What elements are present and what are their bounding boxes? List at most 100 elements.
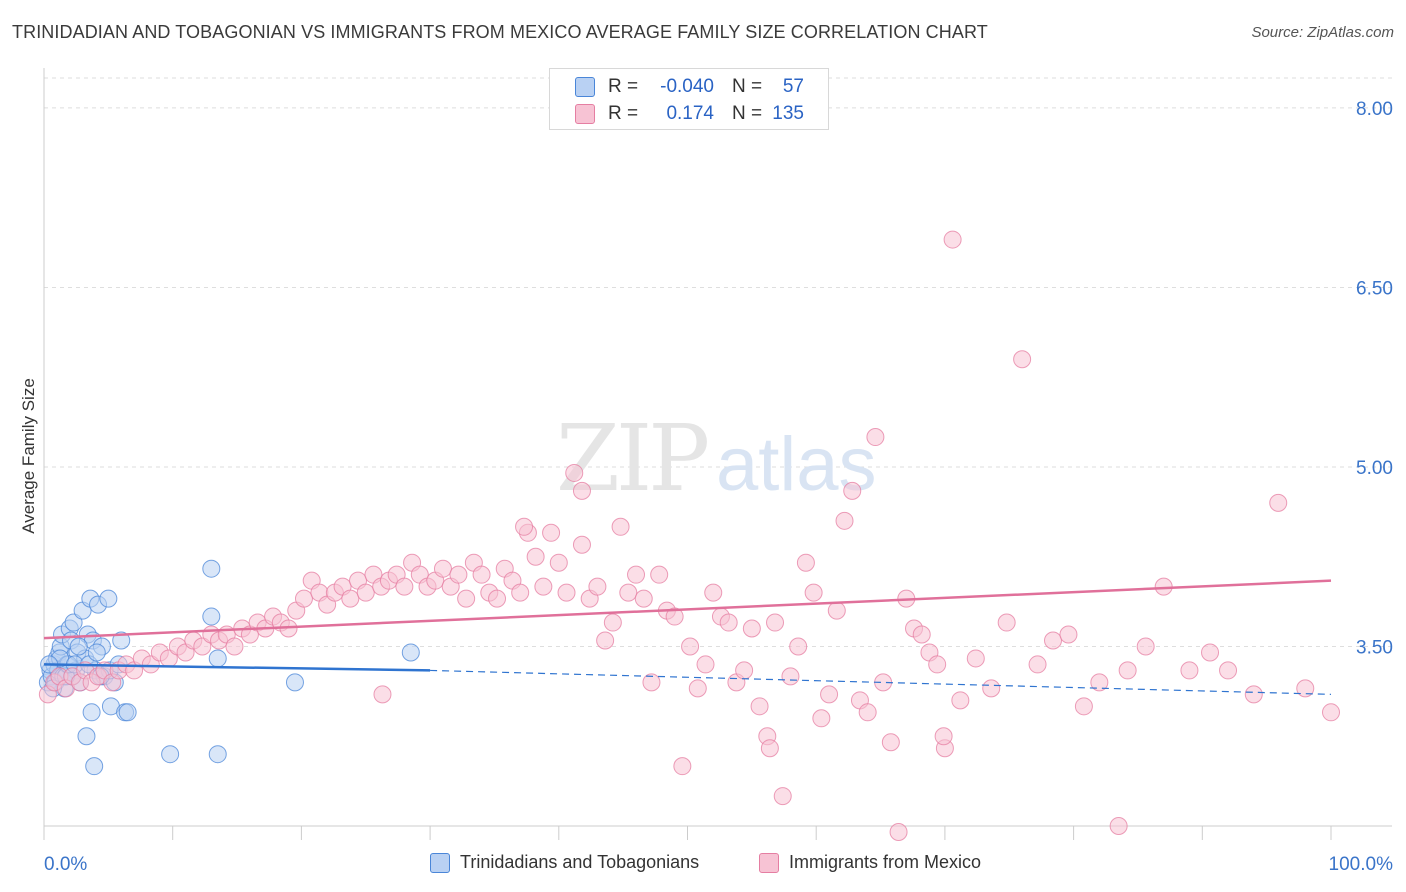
point-mexico — [611, 517, 630, 536]
point-trinidadian — [285, 673, 304, 692]
y-tick-label: 8.00 — [1356, 99, 1393, 120]
point-mexico — [588, 577, 607, 596]
legend-label: Immigrants from Mexico — [789, 852, 982, 872]
point-mexico — [395, 577, 414, 596]
point-mexico — [1296, 679, 1315, 698]
y-tick-label: 6.50 — [1356, 278, 1393, 299]
n-value: 135 — [772, 103, 804, 124]
point-mexico — [804, 583, 823, 602]
point-mexico — [735, 661, 754, 680]
point-mexico — [225, 637, 244, 656]
point-mexico — [773, 787, 792, 806]
point-mexico — [1059, 625, 1078, 644]
point-trinidadian — [118, 703, 137, 722]
point-trinidadian — [161, 745, 180, 764]
point-mexico — [681, 637, 700, 656]
point-mexico — [488, 589, 507, 608]
point-mexico — [928, 655, 947, 674]
point-mexico — [760, 739, 779, 758]
point-mexico — [572, 535, 591, 554]
n-label: N = — [732, 103, 763, 124]
point-trinidadian — [99, 589, 118, 608]
point-mexico — [781, 667, 800, 686]
point-mexico — [373, 685, 392, 704]
point-mexico — [665, 607, 684, 626]
point-mexico — [1074, 697, 1093, 716]
point-mexico — [619, 583, 638, 602]
point-mexico — [704, 583, 723, 602]
point-mexico — [1136, 637, 1155, 656]
point-mexico — [1244, 685, 1263, 704]
r-label: R = — [608, 103, 639, 124]
data-points — [38, 230, 1340, 841]
point-mexico — [193, 637, 212, 656]
point-trinidadian — [77, 727, 96, 746]
point-mexico — [881, 733, 900, 752]
legend-item-mexico[interactable]: Immigrants from Mexico — [759, 852, 981, 873]
legend-item-trinidadians[interactable]: Trinidadians and Tobagonians — [430, 852, 699, 873]
point-mexico — [642, 673, 661, 692]
point-trinidadian — [85, 757, 104, 776]
point-mexico — [866, 428, 885, 447]
point-trinidadian — [208, 745, 227, 764]
pink-swatch — [575, 104, 595, 124]
point-mexico — [1109, 817, 1128, 835]
point-mexico — [549, 553, 568, 572]
point-mexico — [449, 565, 468, 584]
point-mexico — [827, 601, 846, 620]
x-tick-label-max: 100.0% — [1329, 854, 1394, 875]
point-mexico — [534, 577, 553, 596]
point-mexico — [457, 589, 476, 608]
point-trinidadian — [208, 649, 227, 668]
trend-lines — [43, 579, 1332, 695]
point-mexico — [696, 655, 715, 674]
point-mexico — [673, 757, 692, 776]
n-label: N = — [732, 76, 763, 97]
point-mexico — [966, 649, 985, 668]
point-mexico — [889, 822, 908, 841]
point-mexico — [472, 565, 491, 584]
point-mexico — [433, 559, 452, 578]
blue-swatch — [575, 77, 595, 97]
point-mexico — [634, 589, 653, 608]
point-mexico — [542, 523, 561, 542]
point-mexico — [557, 583, 576, 602]
point-mexico — [1201, 643, 1220, 662]
point-mexico — [858, 703, 877, 722]
point-mexico — [526, 547, 545, 566]
point-trinidadian — [401, 643, 420, 662]
point-mexico — [341, 589, 360, 608]
chart-title: TRINIDADIAN AND TOBAGONIAN VS IMMIGRANTS… — [12, 22, 988, 42]
point-mexico — [843, 481, 862, 500]
point-mexico — [820, 685, 839, 704]
stat-row-blue: R = -0.040 N = 57 — [550, 73, 830, 99]
point-mexico — [627, 565, 646, 584]
point-mexico — [934, 727, 953, 746]
point-mexico — [565, 463, 584, 482]
point-trinidadian — [64, 613, 83, 632]
stat-row-pink: R = 0.174 N = 135 — [550, 100, 830, 126]
point-trinidadian — [202, 607, 221, 626]
legend-label: Trinidadians and Tobagonians — [460, 852, 700, 872]
n-value: 57 — [782, 76, 804, 97]
point-mexico — [835, 511, 854, 530]
point-mexico — [141, 655, 160, 674]
point-mexico — [912, 625, 931, 644]
point-trinidadian — [82, 703, 101, 722]
point-mexico — [766, 613, 785, 632]
point-mexico — [812, 709, 831, 728]
r-label: R = — [608, 76, 639, 97]
point-mexico — [1013, 350, 1032, 369]
point-mexico — [596, 631, 615, 650]
trend-line-trinidadian — [43, 663, 431, 672]
point-mexico — [951, 691, 970, 710]
point-mexico — [982, 679, 1001, 698]
point-trinidadian — [69, 637, 88, 656]
point-mexico — [1044, 631, 1063, 650]
point-mexico — [1180, 661, 1199, 680]
y-axis-label: Average Family Size — [19, 378, 38, 534]
r-value: -0.040 — [660, 76, 714, 97]
point-mexico — [742, 619, 761, 638]
legend-swatch-blue — [430, 852, 450, 873]
